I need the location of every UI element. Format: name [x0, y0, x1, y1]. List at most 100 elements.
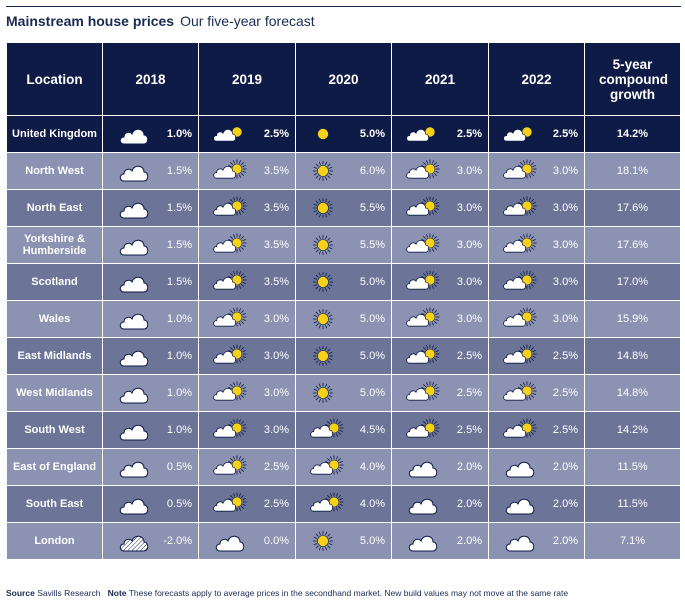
- forecast-value: 2.5%: [552, 387, 578, 399]
- table-row: Yorkshire & Humberside 1.5% 3.5% 5.5% 3.0% 3.…: [6, 226, 681, 264]
- cloud-icon: [119, 498, 149, 515]
- header-2018: 2018: [102, 42, 199, 116]
- cloud-sun-icon: [406, 233, 440, 253]
- forecast-value: 1.5%: [166, 276, 192, 288]
- top-rule: [6, 6, 681, 7]
- forecast-value: 2.5%: [456, 350, 482, 362]
- forecast-value: 1.5%: [166, 202, 192, 214]
- table-row: United Kingdom 1.0% 2.5% 5.0% 2.5% 2.5% 14.2%: [6, 115, 681, 153]
- forecast-value: 3.5%: [263, 276, 289, 288]
- cloud-sun-icon: [503, 307, 537, 327]
- location-label: East of England: [6, 448, 103, 486]
- forecast-cell: 6.0%: [295, 152, 392, 190]
- forecast-value: 1.5%: [166, 239, 192, 251]
- sun-icon: [313, 272, 333, 292]
- growth-value: 15.9%: [584, 300, 681, 338]
- forecast-cell: 2.5%: [488, 374, 585, 412]
- cloud-icon: [119, 387, 149, 404]
- forecast-value: 2.0%: [552, 461, 578, 473]
- forecast-value: 2.5%: [263, 461, 289, 473]
- forecast-cell: 4.0%: [295, 448, 392, 486]
- forecast-value: 3.0%: [456, 239, 482, 251]
- forecast-cell: 2.5%: [198, 485, 296, 523]
- sun-icon: [313, 161, 333, 181]
- location-label: Wales: [6, 300, 103, 338]
- forecast-cell: 1.5%: [102, 226, 199, 264]
- cloud-sun-icon: [213, 344, 247, 364]
- note-label: Note: [107, 588, 127, 598]
- forecast-value: -2.0%: [163, 535, 192, 547]
- table-row: South East 0.5% 2.5% 4.0% 2.0% 2.0% 11.5%: [6, 485, 681, 523]
- forecast-table: Location 2018 2019 2020 2021 2022 5-year…: [6, 42, 681, 560]
- table-row: West Midlands 1.0% 3.0% 5.0% 2.5% 2.5% 14.8%: [6, 374, 681, 412]
- forecast-cell: 2.5%: [488, 337, 585, 375]
- forecast-value: 5.0%: [359, 387, 385, 399]
- forecast-value: 2.5%: [263, 128, 289, 140]
- growth-value: 14.2%: [584, 115, 681, 153]
- forecast-value: 6.0%: [359, 165, 385, 177]
- forecast-cell: 2.0%: [391, 522, 489, 560]
- cloud-sun-icon: [406, 381, 440, 401]
- forecast-value: 3.0%: [263, 313, 289, 325]
- forecast-value: 3.0%: [552, 165, 578, 177]
- forecast-cell: 1.0%: [102, 374, 199, 412]
- forecast-value: 1.0%: [166, 424, 192, 436]
- cloud-sun-icon: [503, 122, 537, 142]
- source-label: Source: [6, 588, 35, 598]
- growth-value: 18.1%: [584, 152, 681, 190]
- forecast-value: 1.0%: [166, 387, 192, 399]
- forecast-cell: 2.0%: [391, 485, 489, 523]
- header-2022: 2022: [488, 42, 585, 116]
- forecast-cell: 3.0%: [391, 300, 489, 338]
- growth-value: 17.0%: [584, 263, 681, 301]
- growth-value: 14.2%: [584, 411, 681, 449]
- forecast-cell: 3.0%: [391, 263, 489, 301]
- forecast-cell: 2.5%: [198, 448, 296, 486]
- cloud-sun-icon: [310, 455, 344, 475]
- forecast-value: 5.0%: [359, 535, 385, 547]
- forecast-value: 3.0%: [552, 239, 578, 251]
- forecast-cell: 3.0%: [391, 189, 489, 227]
- forecast-cell: 1.5%: [102, 263, 199, 301]
- table-body: United Kingdom 1.0% 2.5% 5.0% 2.5% 2.5% 14.2% N…: [6, 115, 681, 560]
- table-row: Wales 1.0% 3.0% 5.0% 3.0% 3.0% 15.9%: [6, 300, 681, 338]
- forecast-value: 3.0%: [263, 387, 289, 399]
- forecast-cell: 3.0%: [488, 300, 585, 338]
- cloud-sun-icon: [213, 233, 247, 253]
- cloud-sun-icon: [503, 196, 537, 216]
- forecast-value: 2.0%: [456, 498, 482, 510]
- cloud-sun-icon: [503, 418, 537, 438]
- growth-value: 17.6%: [584, 226, 681, 264]
- forecast-value: 3.5%: [263, 202, 289, 214]
- forecast-value: 3.0%: [456, 276, 482, 288]
- forecast-cell: 2.5%: [391, 337, 489, 375]
- cloud-icon: [505, 461, 535, 478]
- cloud-sun-icon: [213, 159, 247, 179]
- growth-value: 14.8%: [584, 337, 681, 375]
- cloud-sun-icon: [503, 344, 537, 364]
- forecast-value: 3.0%: [263, 350, 289, 362]
- cloud-icon: [505, 498, 535, 515]
- forecast-cell: 3.0%: [488, 152, 585, 190]
- forecast-cell: 2.5%: [391, 374, 489, 412]
- location-label: West Midlands: [6, 374, 103, 412]
- forecast-value: 2.5%: [456, 424, 482, 436]
- forecast-cell: 4.5%: [295, 411, 392, 449]
- cloud-icon: [119, 276, 149, 293]
- forecast-value: 1.0%: [166, 128, 192, 140]
- source-text: Savills Research: [37, 588, 101, 598]
- forecast-value: 5.0%: [359, 350, 385, 362]
- cloud-sun-icon: [503, 270, 537, 290]
- forecast-cell: 1.5%: [102, 189, 199, 227]
- forecast-cell: 3.5%: [198, 226, 296, 264]
- header-growth: 5-year compound growth: [584, 42, 681, 116]
- forecast-cell: 1.0%: [102, 337, 199, 375]
- sun-icon: [313, 235, 333, 255]
- forecast-cell: 3.0%: [488, 189, 585, 227]
- cloud-icon: [119, 165, 149, 182]
- forecast-cell: 1.0%: [102, 411, 199, 449]
- forecast-value: 2.0%: [552, 535, 578, 547]
- cloud-sun-icon: [213, 418, 247, 438]
- forecast-cell: 3.0%: [391, 226, 489, 264]
- forecast-cell: 2.5%: [198, 115, 296, 153]
